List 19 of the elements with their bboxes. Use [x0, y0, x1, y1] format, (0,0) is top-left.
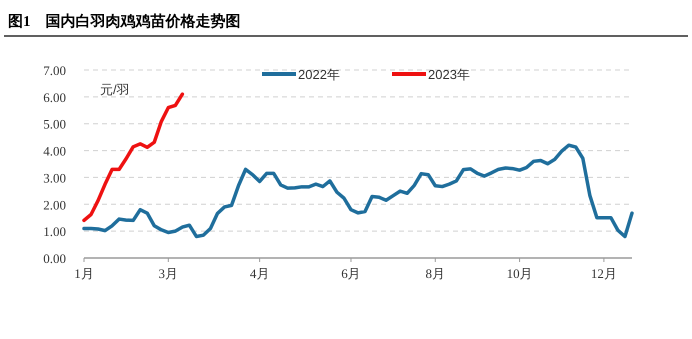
chart-title: 图1 国内白羽肉鸡鸡苗价格走势图 — [8, 13, 240, 30]
y-tick-label: 0.00 — [43, 251, 66, 266]
legend-label: 2022年 — [298, 67, 340, 82]
y-tick-label: 6.00 — [43, 90, 66, 105]
x-tick-label: 6月 — [341, 266, 361, 281]
y-tick-label: 7.00 — [43, 63, 66, 78]
x-tick-label: 4月 — [250, 266, 270, 281]
x-tick-label: 10月 — [506, 266, 533, 281]
y-tick-label: 5.00 — [43, 116, 66, 132]
x-tick-label: 1月 — [74, 266, 94, 281]
y-axis-title: 元/羽 — [100, 82, 130, 97]
y-tick-label: 4.00 — [43, 144, 66, 159]
y-tick-label: 2.00 — [43, 197, 66, 212]
legend-label: 2023年 — [428, 67, 470, 82]
y-tick-label: 3.00 — [43, 170, 66, 186]
x-tick-label: 8月 — [426, 266, 446, 281]
y-tick-label: 1.00 — [43, 224, 66, 240]
x-tick-label: 12月 — [590, 266, 617, 281]
x-tick-label: 3月 — [158, 266, 178, 281]
